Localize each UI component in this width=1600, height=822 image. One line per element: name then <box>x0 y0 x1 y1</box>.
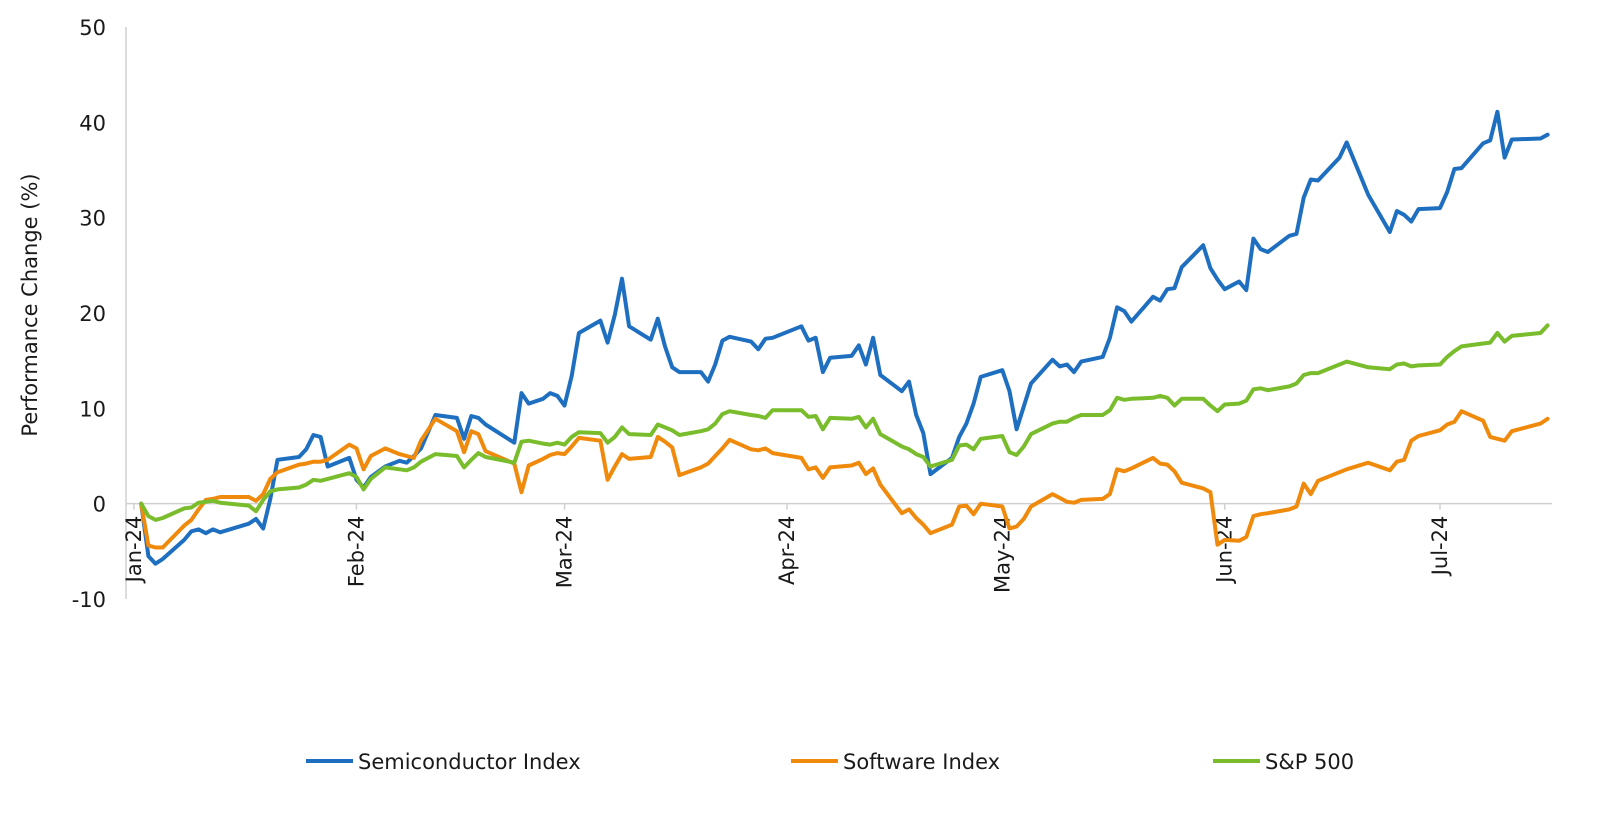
y-tick-label: 50 <box>79 16 106 40</box>
series-line-1 <box>139 409 1550 550</box>
y-tick-label: 0 <box>93 493 106 517</box>
legend-label: Semiconductor Index <box>358 750 581 774</box>
y-tick-label: 20 <box>79 302 106 326</box>
series-line-0 <box>139 109 1550 566</box>
x-tick-label: Mar-24 <box>553 516 577 589</box>
chart-legend: Semiconductor Index Software Index S&P 500 <box>306 750 1354 774</box>
x-tick-label: Jan-24 <box>122 516 146 585</box>
legend-item-0: Semiconductor Index <box>306 750 581 774</box>
series-lines <box>139 109 1550 566</box>
x-tick-label: Feb-24 <box>344 516 368 587</box>
y-tick-label: -10 <box>72 588 106 612</box>
chart-axes <box>125 27 1552 599</box>
legend-label: S&P 500 <box>1265 750 1354 774</box>
y-tick-label: 10 <box>79 397 106 421</box>
x-tick-label: Apr-24 <box>775 516 799 585</box>
legend-item-1: Software Index <box>791 750 1000 774</box>
y-axis-label: Performance Change (%) <box>18 173 42 436</box>
series-line-2 <box>139 323 1550 522</box>
x-axis-ticks: Jan-24 Feb-24 Mar-24 Apr-24 May-24 Jun-24 Jul-… <box>122 503 1452 593</box>
legend-item-2: S&P 500 <box>1213 750 1354 774</box>
y-tick-label: 40 <box>79 111 106 135</box>
y-axis-ticks: -10 0 10 20 30 40 50 <box>72 16 106 612</box>
legend-label: Software Index <box>843 750 1000 774</box>
y-tick-label: 30 <box>79 207 106 231</box>
x-tick-label: Jul-24 <box>1428 516 1452 578</box>
